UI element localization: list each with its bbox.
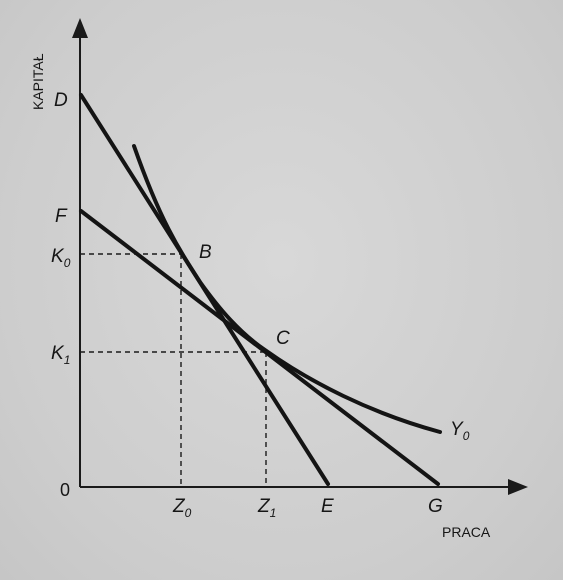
point-g-label: G — [428, 496, 443, 517]
k0-label: K0 — [51, 246, 71, 270]
isoquant-curve-y0 — [132, 144, 442, 434]
z1-label: Z1 — [257, 496, 276, 520]
isoquant-label: Y0 — [450, 419, 470, 443]
origin-label: 0 — [60, 480, 70, 500]
k1-label: K1 — [51, 343, 70, 367]
x-axis-label: PRACA — [442, 524, 491, 540]
z0-label: Z0 — [172, 496, 192, 520]
point-e-label: E — [321, 496, 334, 517]
point-b-label: B — [199, 242, 212, 263]
y-axis-label: KAPITAŁ — [30, 53, 46, 110]
point-d-label: D — [54, 90, 68, 111]
point-c-label: C — [276, 328, 290, 349]
point-f-label: F — [55, 206, 68, 227]
